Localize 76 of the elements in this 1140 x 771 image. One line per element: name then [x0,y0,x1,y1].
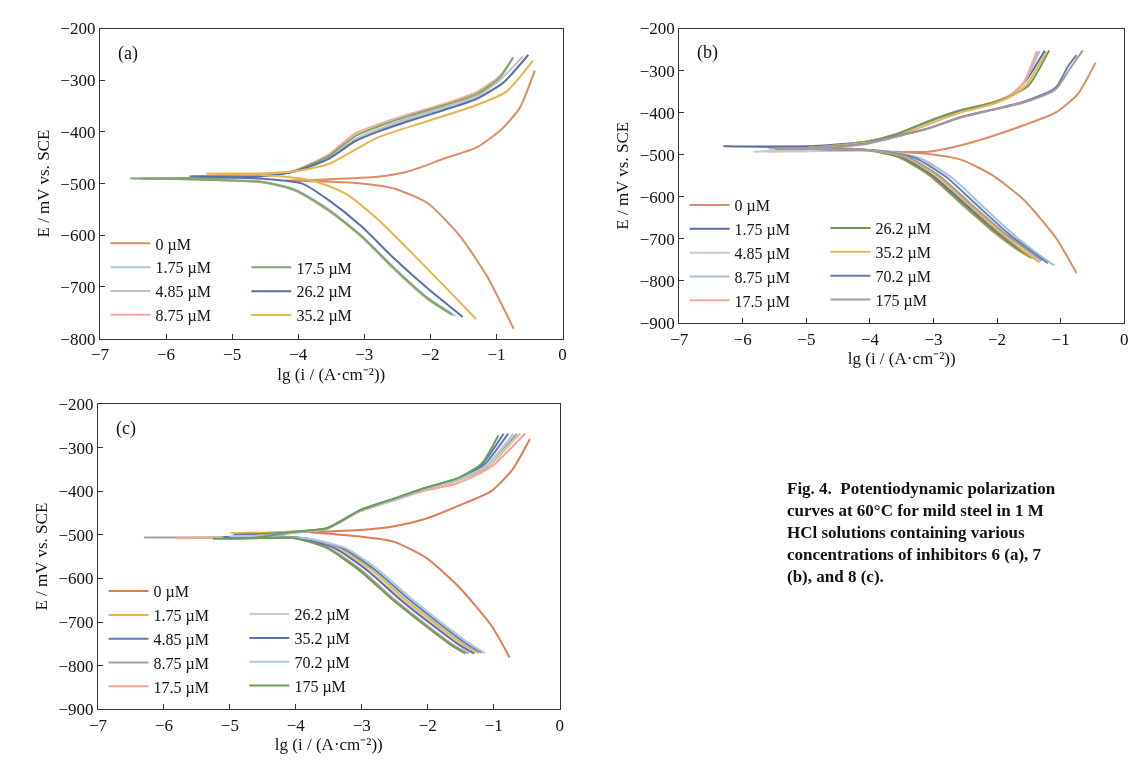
text: (b) [697,42,718,63]
legend-label: 0 µM [734,197,771,216]
y-tick-label: −500 [58,525,94,545]
legend-label: 17.5 µM [153,678,209,697]
x-tick-label: −4 [286,715,306,735]
y-tick-label: −300 [58,438,94,458]
legend-label: 1.75 µM [734,221,791,240]
text: (a) [118,43,138,64]
x-tick-label: −3 [352,715,371,735]
legend-label: 26.2 µM [294,606,350,625]
legend-label: 1.75 µM [155,259,211,278]
legend-label: 35.2 µM [875,244,931,263]
y-axis-title: E / mV vs. SCE [613,121,633,230]
legend-label: 1.75 µM [153,607,209,626]
x-tick-label: −2 [421,345,440,365]
text: (c) [116,418,136,439]
x-axis-title: lg (i / (A·cm⁻²)) [274,735,383,755]
x-axis-title: lg (i / (A·cm⁻²)) [847,348,956,368]
y-tick-label: −500 [60,174,96,194]
legend-label: 175 µM [875,291,927,310]
y-tick-label: −800 [639,271,675,291]
legend-label: 17.5 µM [734,292,791,311]
x-tick-label: −1 [484,715,503,735]
y-axis-title: E / mV vs. SCE [33,129,53,238]
y-tick-label: −700 [58,613,94,633]
legend-label: 4.85 µM [734,244,791,263]
legend-label: 175 µM [294,677,346,696]
x-tick-label: −2 [418,715,437,735]
y-tick-label: −700 [639,229,675,249]
y-tick-label: −600 [58,569,94,589]
y-tick-label: −300 [60,71,96,91]
x-tick-label: −6 [156,345,176,365]
x-tick-label: 0 [558,345,567,365]
x-tick-label: −3 [924,329,943,349]
x-tick-label: −2 [987,329,1007,349]
y-tick-label: −200 [58,394,94,414]
legend-label: 8.75 µM [153,654,209,673]
y-axis-title: E / mV vs. SCE [31,502,51,611]
x-tick-label: −1 [1051,329,1070,349]
legend-label: 4.85 µM [155,283,211,302]
legend-label: 8.75 µM [734,268,791,287]
legend-label: 4.85 µM [153,630,209,649]
legend-label: 0 µM [153,583,189,602]
legend-label: 17.5 µM [296,259,352,278]
y-tick-label: −300 [639,61,675,81]
x-tick-label: −1 [487,345,506,365]
x-tick-label: −6 [154,715,173,735]
legend-label: 26.2 µM [296,283,352,302]
legend-label: 35.2 µM [294,630,350,649]
legend-label: 70.2 µM [875,267,931,286]
y-tick-label: −400 [60,122,96,142]
y-tick-label: −400 [58,482,94,502]
legend-label: 35.2 µM [296,307,352,326]
legend-label: 70.2 µM [294,653,350,672]
y-tick-label: −700 [60,277,96,297]
y-tick-label: −200 [639,19,675,39]
y-tick-label: −500 [639,145,675,165]
legend-label: 26.2 µM [875,220,931,239]
x-tick-label: 0 [1119,329,1129,349]
x-tick-label: −4 [289,345,308,365]
x-tick-label: −5 [220,715,239,735]
y-tick-label: −400 [639,103,675,123]
y-tick-label: −200 [60,19,96,39]
y-tick-label: −600 [639,187,675,207]
x-tick-label: −6 [733,329,752,349]
x-axis-title: lg (i / (A·cm⁻²)) [277,364,386,384]
caption: Fig. 4. Potentiodynamic polarization curves at 60°C for mild steel in 1 M HCl solutions containing various concentrations of inhibitors 6 (a), 7 (b), and 8 (c). [787,479,1056,587]
legend-label: 8.75 µM [155,307,211,326]
x-tick-label: −3 [355,345,374,365]
y-tick-label: −600 [60,226,96,246]
y-tick-label: −800 [58,656,94,676]
x-tick-label: 0 [555,715,564,735]
x-tick-label: −5 [797,329,816,349]
x-tick-label: −5 [223,345,242,365]
x-tick-label: −4 [860,329,880,349]
legend-label: 0 µM [155,235,191,254]
